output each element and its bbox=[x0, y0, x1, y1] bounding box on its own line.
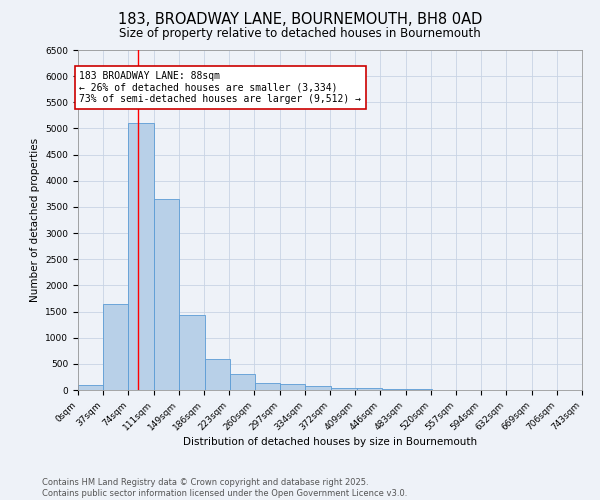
Bar bbox=[154, 199, 179, 390]
Y-axis label: Number of detached properties: Number of detached properties bbox=[30, 138, 40, 302]
Bar bbox=[230, 374, 255, 390]
Bar bbox=[382, 389, 407, 390]
Bar bbox=[103, 304, 128, 390]
Bar bbox=[128, 123, 154, 390]
Bar bbox=[205, 358, 230, 390]
Bar bbox=[179, 315, 205, 390]
Bar bbox=[356, 388, 382, 390]
X-axis label: Distribution of detached houses by size in Bournemouth: Distribution of detached houses by size … bbox=[183, 438, 477, 448]
Text: 183 BROADWAY LANE: 88sqm
← 26% of detached houses are smaller (3,334)
73% of sem: 183 BROADWAY LANE: 88sqm ← 26% of detach… bbox=[79, 71, 361, 104]
Text: Size of property relative to detached houses in Bournemouth: Size of property relative to detached ho… bbox=[119, 28, 481, 40]
Text: 183, BROADWAY LANE, BOURNEMOUTH, BH8 0AD: 183, BROADWAY LANE, BOURNEMOUTH, BH8 0AD bbox=[118, 12, 482, 28]
Bar bbox=[78, 385, 103, 390]
Text: Contains HM Land Registry data © Crown copyright and database right 2025.
Contai: Contains HM Land Registry data © Crown c… bbox=[42, 478, 407, 498]
Bar bbox=[255, 383, 280, 390]
Bar bbox=[331, 388, 356, 390]
Bar bbox=[305, 386, 331, 390]
Bar bbox=[280, 384, 305, 390]
